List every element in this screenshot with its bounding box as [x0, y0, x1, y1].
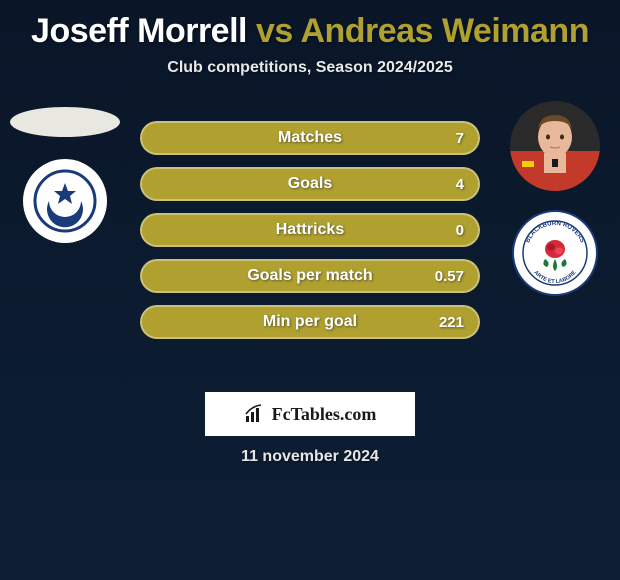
player2-club-crest-icon: BLACKBURN ROVERS ARTE ET LABORE — [511, 209, 599, 297]
stat-bars: Matches7Goals4Hattricks0Goals per match0… — [140, 121, 480, 351]
stat-label: Goals per match — [142, 267, 478, 285]
player1-name: Joseff Morrell — [31, 12, 247, 50]
right-column: BLACKBURN ROVERS ARTE ET LABORE — [500, 107, 610, 297]
footer-date: 11 november 2024 — [0, 448, 620, 466]
stat-value: 221 — [439, 314, 464, 331]
season-subtitle: Club competitions, Season 2024/2025 — [0, 59, 620, 77]
stat-label: Goals — [142, 175, 478, 193]
stat-value: 0 — [456, 222, 464, 239]
left-column — [10, 107, 120, 245]
stat-value: 0.57 — [435, 268, 464, 285]
player2-name: Andreas Weimann — [300, 12, 589, 50]
stat-bar: Hattricks0 — [140, 213, 480, 247]
stat-label: Min per goal — [142, 313, 478, 331]
player1-club-crest-icon — [21, 157, 109, 245]
stat-bar: Matches7 — [140, 121, 480, 155]
player1-placeholder-icon — [10, 107, 120, 137]
stat-value: 7 — [456, 130, 464, 147]
stat-bar: Goals per match0.57 — [140, 259, 480, 293]
stat-bar: Min per goal221 — [140, 305, 480, 339]
brand-badge: FcTables.com — [205, 392, 415, 436]
stat-label: Matches — [142, 129, 478, 147]
player2-photo-icon — [510, 101, 600, 191]
comparison-title: Joseff Morrell vs Andreas Weimann — [0, 0, 620, 51]
chart-icon — [244, 403, 266, 425]
stat-bar: Goals4 — [140, 167, 480, 201]
vs-label: vs — [256, 12, 293, 50]
stat-label: Hattricks — [142, 221, 478, 239]
brand-text: FcTables.com — [272, 404, 377, 425]
stat-value: 4 — [456, 176, 464, 193]
content-area: BLACKBURN ROVERS ARTE ET LABORE Matches7… — [0, 107, 620, 417]
